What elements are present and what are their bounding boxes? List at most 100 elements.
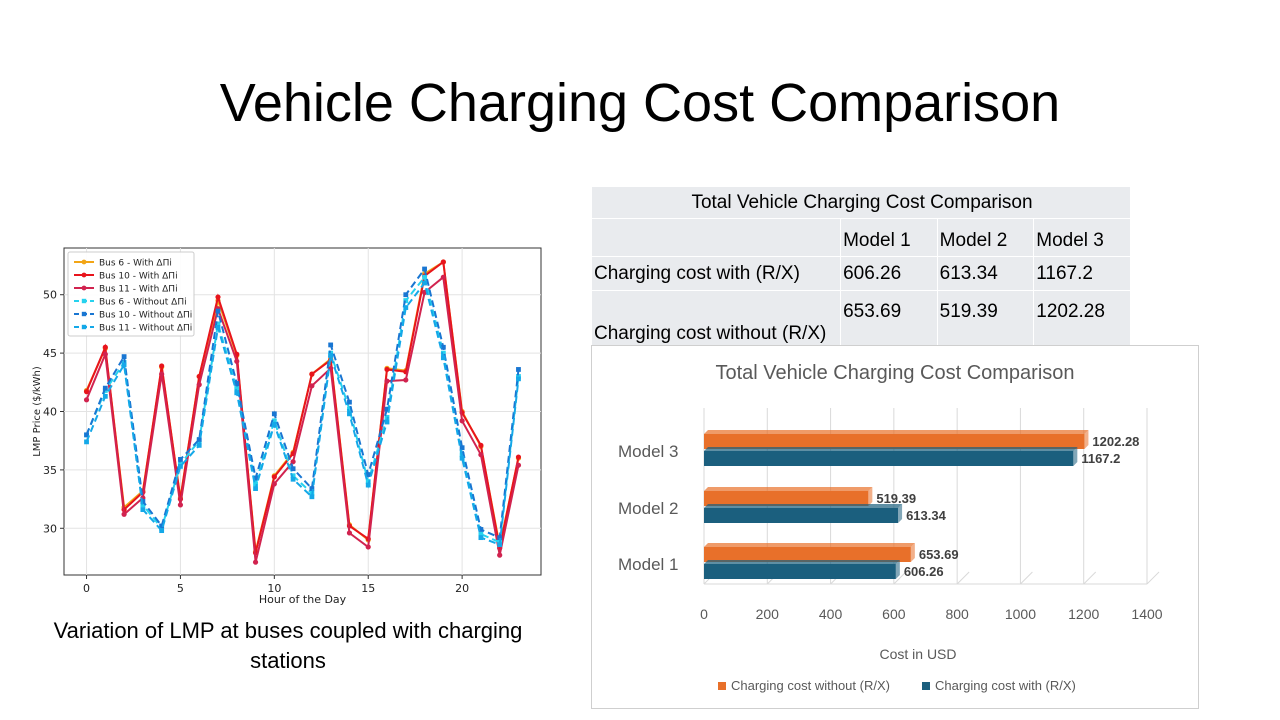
- x-gridline: [1020, 571, 1033, 585]
- bar: [704, 430, 1089, 449]
- data-point: [478, 442, 484, 448]
- x-gridline: [956, 571, 970, 585]
- x-tick-label: 20: [455, 582, 469, 595]
- bar-chart-title: Total Vehicle Charging Cost Comparison: [715, 362, 1074, 384]
- bar-top: [704, 543, 915, 547]
- data-point: [515, 454, 522, 460]
- data-point: [121, 511, 127, 517]
- x-axis-label: Hour of the Day: [259, 593, 347, 606]
- data-point: [365, 482, 371, 488]
- data-point: [84, 432, 89, 438]
- data-point: [403, 377, 409, 383]
- data-point: [422, 274, 427, 280]
- data-point: [178, 463, 183, 469]
- data-point: [515, 462, 522, 468]
- x-gridline: [1083, 571, 1097, 585]
- data-point: [347, 399, 352, 405]
- data-point: [440, 350, 446, 356]
- table-header-row: Model 1 Model 2 Model 3: [590, 218, 1131, 257]
- data-point: [84, 439, 89, 445]
- data-point: [215, 321, 221, 327]
- lmp-line-chart: 30 35 40 45 50 0 5 10 15 20 Hour of the Day LMP Pri…: [32, 247, 542, 606]
- data-point: [177, 502, 184, 508]
- data-point: [365, 472, 371, 477]
- data-point: [121, 362, 127, 368]
- data-point: [196, 382, 202, 388]
- data-point: [215, 325, 221, 330]
- data-point: [365, 544, 371, 550]
- x-tick-label: 600: [882, 606, 906, 622]
- x-tick-label: 400: [819, 606, 843, 622]
- bar-chart-panel: Total Vehicle Charging Cost Comparison 0 2…: [591, 345, 1199, 709]
- data-point: [234, 390, 240, 396]
- bar-side: [1084, 430, 1089, 449]
- data-point: [459, 418, 465, 424]
- data-point: [290, 473, 296, 479]
- data-point: [347, 411, 352, 417]
- x-tick-label: 0: [700, 606, 708, 622]
- data-point: [440, 344, 446, 350]
- data-point: [159, 523, 165, 529]
- bar-front: [704, 508, 899, 523]
- bar: [704, 487, 873, 506]
- legend-label: Bus 6 - Without ΔΠi: [99, 298, 187, 308]
- bar-top: [704, 560, 900, 564]
- category-label: Model 3: [618, 442, 678, 461]
- x-tick-label: 0: [83, 582, 90, 595]
- bar: [704, 504, 903, 523]
- data-point: [121, 354, 127, 360]
- x-tick-label: 800: [945, 606, 969, 622]
- data-point: [384, 378, 390, 384]
- data-point: [328, 353, 334, 358]
- data-point: [440, 259, 446, 265]
- legend-marker: [81, 285, 87, 291]
- data-point: [140, 502, 146, 508]
- legend-marker: [81, 272, 87, 278]
- table-title-row: Total Vehicle Charging Cost Comparison: [591, 186, 1131, 219]
- bar-top: [704, 504, 903, 508]
- data-label: 606.26: [904, 564, 944, 579]
- table-cell: 1167.2: [1033, 256, 1131, 291]
- data-point: [253, 486, 258, 491]
- series-line: [85, 274, 520, 544]
- data-point: [290, 476, 296, 482]
- x-tick-label: 1200: [1068, 606, 1099, 622]
- table-cell: 613.34: [936, 256, 1035, 291]
- data-point: [440, 274, 446, 280]
- y-tick-label: 40: [43, 406, 57, 419]
- data-point: [516, 376, 521, 382]
- data-label: 653.69: [919, 547, 959, 562]
- category-label: Model 2: [618, 499, 678, 518]
- data-point: [271, 481, 277, 487]
- series-line: [85, 260, 520, 554]
- table-cell: 606.26: [840, 256, 938, 291]
- bar: [704, 560, 900, 579]
- data-point: [196, 442, 202, 448]
- data-point: [459, 455, 465, 461]
- y-axis-label: LMP Price ($/kWh): [32, 366, 43, 457]
- bar-front: [704, 564, 896, 579]
- data-point: [252, 559, 259, 565]
- legend-marker: [81, 259, 87, 265]
- legend-swatch: [922, 682, 930, 690]
- data-point: [159, 528, 165, 534]
- y-tick-label: 45: [43, 347, 57, 360]
- data-point: [384, 419, 390, 425]
- data-point: [234, 381, 240, 386]
- table-row-label: Charging cost without (R/X): [590, 290, 842, 348]
- data-point: [271, 418, 277, 424]
- bar-side: [898, 504, 903, 523]
- x-tick-label: 5: [177, 582, 184, 595]
- data-point: [159, 363, 165, 369]
- data-point: [271, 411, 277, 417]
- x-tick-label: 1000: [1005, 606, 1036, 622]
- bar-side: [868, 487, 873, 506]
- table-cell: 519.39: [936, 290, 1035, 348]
- data-point: [422, 266, 427, 272]
- data-point: [102, 344, 108, 350]
- bar-front: [704, 547, 911, 562]
- table-cell: 1202.28: [1033, 290, 1131, 348]
- table-header-cell: [590, 218, 842, 257]
- data-point: [83, 397, 90, 403]
- data-point: [102, 385, 108, 391]
